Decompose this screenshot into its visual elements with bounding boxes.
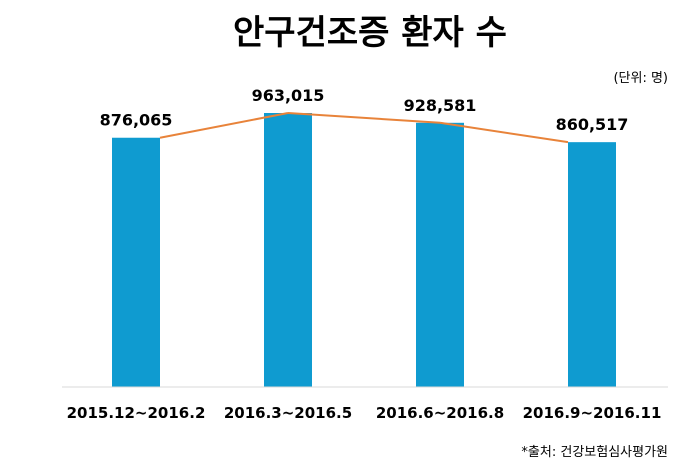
value-label-3: 928,581 [404,96,477,115]
unit-note: (단위: 명) [613,71,668,86]
x-tick-labels-group: 2015.12~2016.2 2016.3~2016.5 2016.6~2016.8… [67,404,662,422]
trend-segment-3 [439,121,569,144]
source-note: *출처: 건강보험심사평가원 [521,445,668,460]
bar-3 [416,122,464,387]
bars-group [112,113,616,387]
value-label-4: 860,517 [556,115,629,134]
bar-2 [264,113,312,387]
bar-4 [568,142,616,387]
trend-line-group [159,112,569,144]
trend-segment-2 [287,112,441,124]
bar-1 [112,137,160,387]
x-tick-label-2: 2016.3~2016.5 [224,404,352,422]
trend-segment-1 [159,112,289,139]
value-label-2: 963,015 [252,86,325,105]
x-tick-label-3: 2016.6~2016.8 [376,404,504,422]
x-tick-label-1: 2015.12~2016.2 [67,404,206,422]
value-labels-group: 876,065 963,015 928,581 860,517 [100,86,629,134]
x-tick-label-4: 2016.9~2016.11 [523,404,662,422]
value-label-1: 876,065 [100,111,173,130]
chart-title: 안구건조증 환자 수 [233,13,507,53]
